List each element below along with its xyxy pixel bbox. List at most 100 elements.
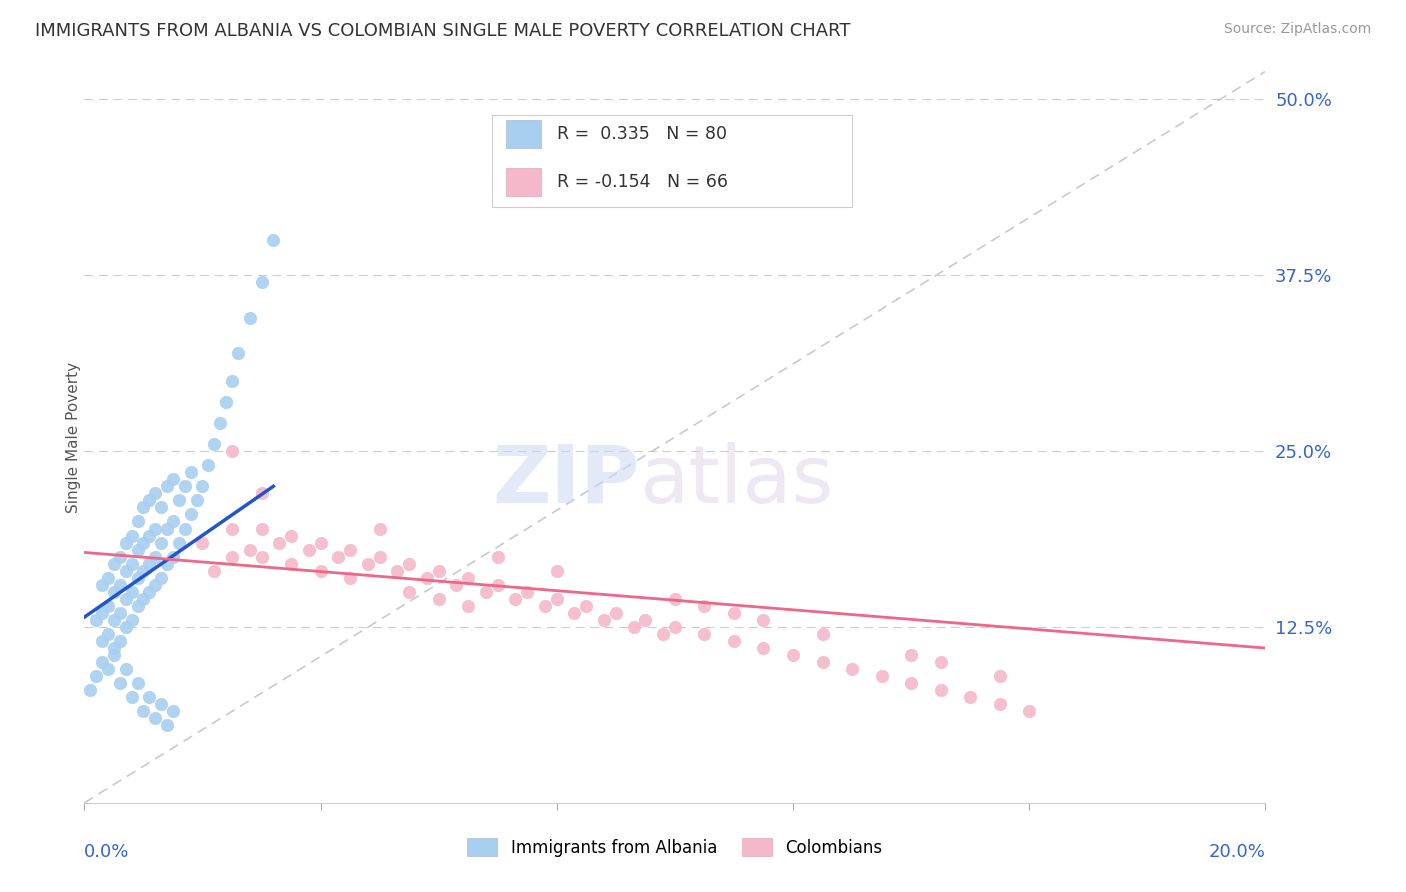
FancyBboxPatch shape <box>492 115 852 207</box>
Point <box>127 542 149 557</box>
Point <box>127 571 149 585</box>
Point <box>929 683 952 698</box>
Point <box>811 627 834 641</box>
Point <box>262 233 284 247</box>
Point <box>534 599 557 613</box>
Point <box>108 549 131 564</box>
Point <box>180 508 202 522</box>
Point <box>652 627 675 641</box>
Point <box>97 627 120 641</box>
Point <box>239 310 262 325</box>
Text: IMMIGRANTS FROM ALBANIA VS COLOMBIAN SINGLE MALE POVERTY CORRELATION CHART: IMMIGRANTS FROM ALBANIA VS COLOMBIAN SIN… <box>35 22 851 40</box>
Point <box>782 648 804 662</box>
Point <box>114 662 136 676</box>
Text: ZIP: ZIP <box>492 442 640 520</box>
Point <box>368 549 391 564</box>
Point <box>162 705 184 719</box>
Point <box>634 613 657 627</box>
Point <box>505 591 527 606</box>
Point <box>298 542 321 557</box>
Point <box>309 564 332 578</box>
Point <box>114 564 136 578</box>
Text: R =  0.335   N = 80: R = 0.335 N = 80 <box>557 125 727 144</box>
Point <box>132 591 155 606</box>
Point <box>132 705 155 719</box>
Point <box>127 599 149 613</box>
Point <box>605 606 627 620</box>
Point <box>186 493 208 508</box>
Point <box>121 528 143 542</box>
Point <box>841 662 863 676</box>
Point <box>250 276 273 290</box>
Point <box>752 613 775 627</box>
Y-axis label: Single Male Poverty: Single Male Poverty <box>66 361 80 513</box>
Point <box>173 479 195 493</box>
Point <box>197 458 219 473</box>
Point <box>103 641 125 656</box>
Point <box>84 613 107 627</box>
Text: atlas: atlas <box>640 442 834 520</box>
Point <box>221 549 243 564</box>
Point <box>870 669 893 683</box>
Point <box>150 698 173 712</box>
Point <box>1018 705 1040 719</box>
Point <box>269 535 291 549</box>
Point <box>132 535 155 549</box>
Point <box>91 606 114 620</box>
Point <box>250 521 273 535</box>
Point <box>215 395 238 409</box>
Point <box>132 564 155 578</box>
Point <box>103 613 125 627</box>
Point <box>114 620 136 634</box>
Point <box>150 535 173 549</box>
Point <box>900 676 922 690</box>
Point <box>167 493 190 508</box>
Point <box>127 676 149 690</box>
Point <box>121 613 143 627</box>
Point <box>150 500 173 515</box>
Point <box>357 557 380 571</box>
Point <box>328 549 350 564</box>
Point <box>988 698 1011 712</box>
Point <box>103 584 125 599</box>
Point <box>693 627 716 641</box>
Point <box>138 528 160 542</box>
Point <box>143 549 166 564</box>
Point <box>150 571 173 585</box>
Point <box>97 571 120 585</box>
Point <box>191 535 214 549</box>
Point <box>664 620 686 634</box>
Point <box>167 535 190 549</box>
Point <box>138 690 160 705</box>
Bar <box>506 168 541 195</box>
Point <box>191 479 214 493</box>
Point <box>280 557 302 571</box>
Point <box>280 528 302 542</box>
Point <box>91 634 114 648</box>
Point <box>162 515 184 529</box>
Point <box>143 578 166 592</box>
Point <box>239 542 262 557</box>
Point <box>564 606 586 620</box>
Point <box>103 557 125 571</box>
Point <box>398 557 420 571</box>
Point <box>368 521 391 535</box>
Point <box>138 557 160 571</box>
Point <box>143 711 166 725</box>
Point <box>457 571 479 585</box>
Point <box>97 662 120 676</box>
Point <box>103 648 125 662</box>
Point <box>108 676 131 690</box>
Point <box>97 599 120 613</box>
Point <box>143 486 166 500</box>
Point <box>108 634 131 648</box>
Legend: Immigrants from Albania, Colombians: Immigrants from Albania, Colombians <box>467 838 883 856</box>
Point <box>250 486 273 500</box>
Point <box>84 669 107 683</box>
Point <box>138 493 160 508</box>
Bar <box>506 120 541 148</box>
Point <box>959 690 981 705</box>
Point <box>516 584 538 599</box>
Point <box>143 521 166 535</box>
Point <box>221 521 243 535</box>
